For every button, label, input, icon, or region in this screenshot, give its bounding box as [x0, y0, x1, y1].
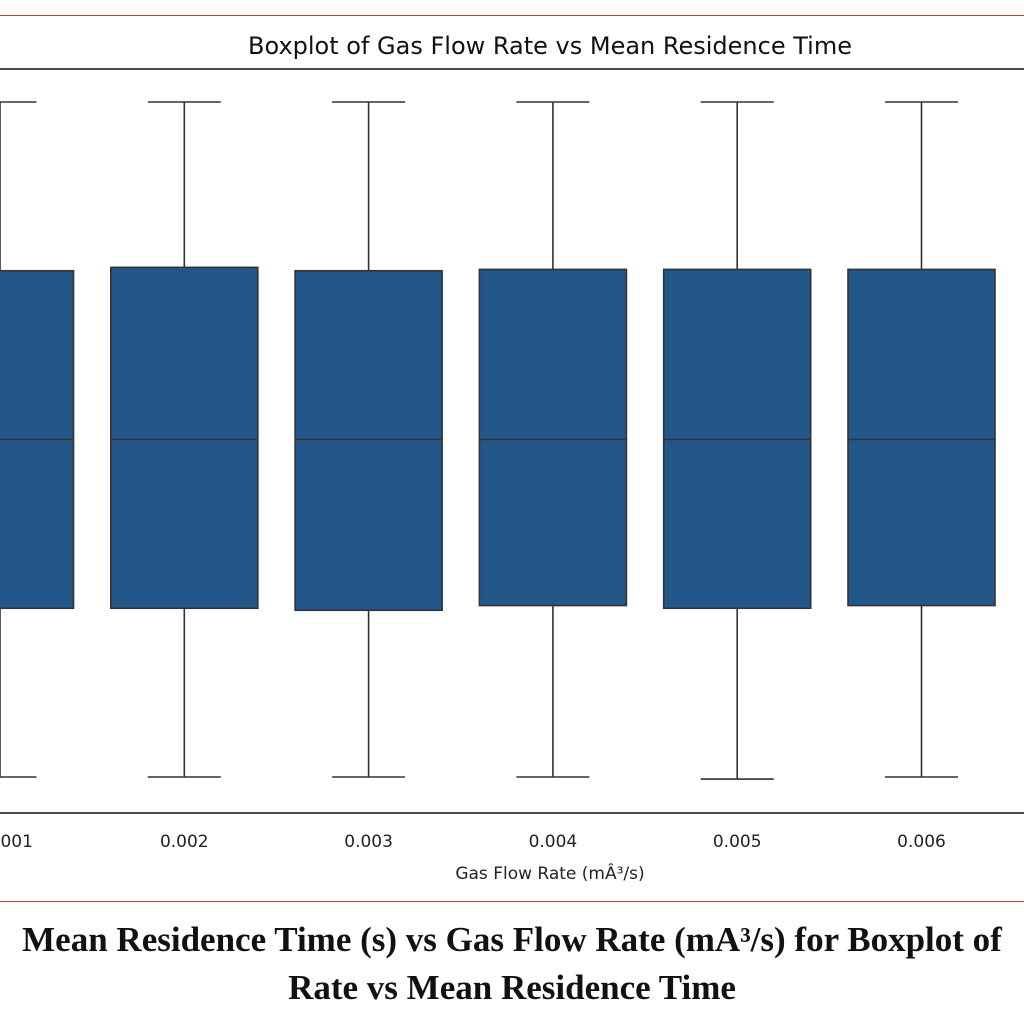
- caption-line-2: Rate vs Mean Residence Time: [288, 968, 736, 1007]
- x-tick-label-flow-0-006: 0.006: [897, 832, 946, 852]
- box-group-flow-0-002: [110, 101, 259, 778]
- x-axis-label: Gas Flow Rate (mÂ³/s): [455, 862, 644, 884]
- x-tick-label-flow-0-003: 0.003: [344, 832, 393, 852]
- box-group-flow-0-005: [662, 101, 812, 780]
- boxplot-chart: Boxplot of Gas Flow Rate vs Mean Residen…: [0, 32, 1024, 884]
- box-group-flow-0-003: [294, 101, 443, 778]
- x-tick-label-flow-0-002: 0.002: [160, 832, 209, 852]
- figure-caption: Mean Residence Time (s) vs Gas Flow Rate…: [0, 916, 1024, 1012]
- box-group-flow-0-006: [847, 101, 996, 778]
- x-tick-label-flow-0-004: 0.004: [529, 832, 578, 852]
- x-tick-label-flow-0-001: .001: [0, 832, 33, 852]
- x-tick-label-flow-0-005: 0.005: [713, 832, 762, 852]
- bottom-rule: [0, 901, 1024, 902]
- chart-title: Boxplot of Gas Flow Rate vs Mean Residen…: [248, 32, 852, 60]
- iqr-box: [110, 266, 259, 610]
- caption-line-1: Mean Residence Time (s) vs Gas Flow Rate…: [22, 920, 1002, 959]
- iqr-box: [478, 268, 628, 607]
- box-group-flow-0-001: [0, 101, 75, 778]
- iqr-box: [847, 268, 996, 607]
- top-rule: [0, 15, 1024, 16]
- iqr-box: [294, 269, 443, 612]
- box-group-flow-0-004: [478, 101, 628, 778]
